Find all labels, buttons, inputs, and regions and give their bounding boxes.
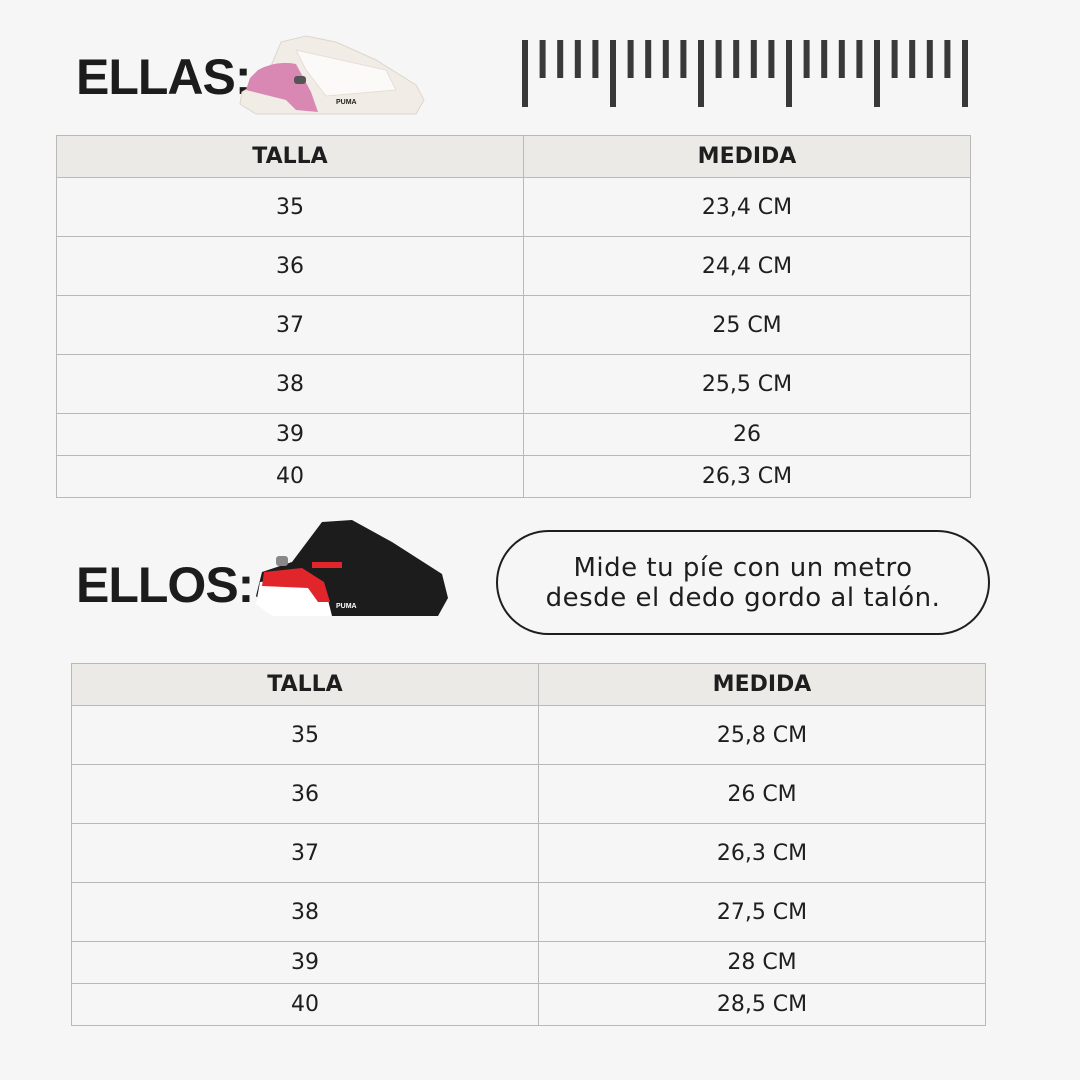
table-row: 40 28,5 CM <box>71 983 986 1026</box>
ruler-minor-tick <box>627 40 634 78</box>
medida-cell: 25 CM <box>523 295 971 355</box>
ruler-minor-tick <box>662 40 669 78</box>
ellas-title: ELLAS: <box>76 49 252 105</box>
table-row: 36 26 CM <box>71 764 986 824</box>
ruler-major-tick <box>874 40 880 107</box>
talla-cell: 36 <box>71 764 539 824</box>
medida-cell: 26 <box>523 413 971 456</box>
ruler-minor-tick <box>733 40 740 78</box>
talla-cell: 37 <box>56 295 524 355</box>
table-row: 37 26,3 CM <box>71 823 986 883</box>
womens-sneaker-image: PUMA <box>239 35 425 115</box>
ruler-major-tick <box>786 40 792 107</box>
talla-cell: 40 <box>71 983 539 1026</box>
header-talla: TALLA <box>71 663 539 706</box>
medida-cell: 28,5 CM <box>538 983 986 1026</box>
ruler-minor-tick <box>909 40 916 78</box>
ruler-minor-tick <box>856 40 863 78</box>
ruler-minor-tick <box>557 40 564 78</box>
talla-cell: 35 <box>71 705 539 765</box>
medida-cell: 26,3 CM <box>523 455 971 498</box>
ruler-minor-tick <box>750 40 757 78</box>
ruler-graphic <box>522 40 968 107</box>
ruler-minor-tick <box>768 40 775 78</box>
medida-cell: 25,8 CM <box>538 705 986 765</box>
ellos-title: ELLOS: <box>76 557 254 613</box>
ruler-minor-tick <box>645 40 652 78</box>
medida-cell: 24,4 CM <box>523 236 971 296</box>
talla-cell: 38 <box>71 882 539 942</box>
ruler-major-tick <box>522 40 528 107</box>
medida-cell: 25,5 CM <box>523 354 971 414</box>
ruler-minor-tick <box>715 40 722 78</box>
table-row: 35 23,4 CM <box>56 177 971 237</box>
table-row: 37 25 CM <box>56 295 971 355</box>
mens-sneaker-image: PUMA <box>256 520 448 616</box>
talla-cell: 39 <box>71 941 539 984</box>
ruler-minor-tick <box>891 40 898 78</box>
note-line-2: desde el dedo gordo al talón. <box>545 582 941 613</box>
table-row: 38 25,5 CM <box>56 354 971 414</box>
ruler-minor-tick <box>592 40 599 78</box>
table-row: 35 25,8 CM <box>71 705 986 765</box>
measure-instructions-bubble: Mide tu píe con un metro desde el dedo go… <box>496 530 990 635</box>
ellos-size-table: TALLA MEDIDA 35 25,8 CM 36 26 CM 37 26,3 CM 38 2… <box>71 663 986 1026</box>
ruler-minor-tick <box>944 40 951 78</box>
ruler-minor-tick <box>680 40 687 78</box>
talla-cell: 37 <box>71 823 539 883</box>
header-talla: TALLA <box>56 135 524 178</box>
note-line-1: Mide tu píe con un metro <box>573 552 913 583</box>
medida-cell: 28 CM <box>538 941 986 984</box>
ruler-major-tick <box>698 40 704 107</box>
table-row: 39 28 CM <box>71 941 986 984</box>
ellas-size-table: TALLA MEDIDA 35 23,4 CM 36 24,4 CM 37 25 CM 38 2… <box>56 135 971 498</box>
header-medida: MEDIDA <box>538 663 986 706</box>
talla-cell: 39 <box>56 413 524 456</box>
medida-cell: 26,3 CM <box>538 823 986 883</box>
ruler-minor-tick <box>539 40 546 78</box>
ruler-minor-tick <box>821 40 828 78</box>
table-row: 40 26,3 CM <box>56 455 971 498</box>
talla-cell: 38 <box>56 354 524 414</box>
ruler-major-tick <box>962 40 968 107</box>
talla-cell: 36 <box>56 236 524 296</box>
table-row: 36 24,4 CM <box>56 236 971 296</box>
medida-cell: 26 CM <box>538 764 986 824</box>
ruler-minor-tick <box>803 40 810 78</box>
table-row: 38 27,5 CM <box>71 882 986 942</box>
ruler-minor-tick <box>574 40 581 78</box>
header-medida: MEDIDA <box>523 135 971 178</box>
ruler-minor-tick <box>838 40 845 78</box>
medida-cell: 23,4 CM <box>523 177 971 237</box>
svg-text:PUMA: PUMA <box>336 99 357 106</box>
svg-text:PUMA: PUMA <box>336 603 357 610</box>
talla-cell: 40 <box>56 455 524 498</box>
ruler-minor-tick <box>926 40 933 78</box>
ruler-major-tick <box>610 40 616 107</box>
medida-cell: 27,5 CM <box>538 882 986 942</box>
table-row: 39 26 <box>56 413 971 456</box>
talla-cell: 35 <box>56 177 524 237</box>
